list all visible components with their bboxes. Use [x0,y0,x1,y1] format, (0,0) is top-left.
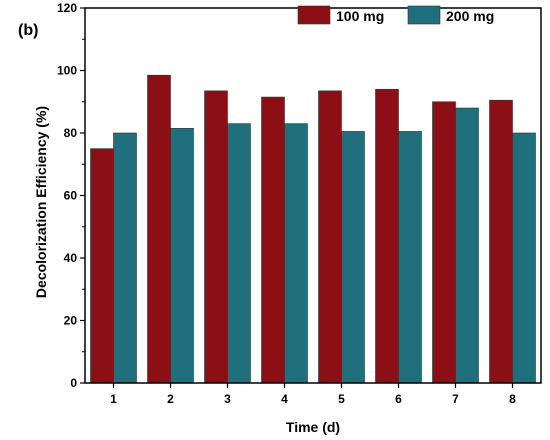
legend-label-200mg: 200 mg [446,8,494,24]
bar-200mg-day-6 [398,131,422,384]
bar-100mg-day-4 [261,96,285,384]
y-tick-label-60: 60 [64,189,78,203]
bar-100mg-day-7 [432,101,456,384]
y-tick-label-80: 80 [64,126,78,140]
bar-200mg-day-8 [512,132,536,384]
x-tick-label-7: 7 [452,392,459,406]
bar-100mg-day-1 [90,148,114,384]
x-tick-label-8: 8 [509,392,516,406]
x-tick-label-5: 5 [338,392,345,406]
y-tick-label-20: 20 [64,314,78,328]
legend: 100 mg 200 mg [297,5,494,25]
ticks-layer: 0 20 40 60 80 100 120 1 2 3 4 5 6 7 8 [57,1,516,406]
bar-200mg-day-1 [113,132,137,384]
bar-200mg-day-3 [227,123,251,384]
bar-100mg-day-8 [489,99,513,384]
y-tick-label-0: 0 [70,376,77,390]
bar-100mg-day-3 [204,90,228,384]
y-axis-title: Decolorization Efficiency (%) [33,106,49,298]
bar-200mg-day-5 [341,131,365,384]
y-tick-label-100: 100 [57,64,77,78]
bar-200mg-day-2 [170,128,194,384]
legend-swatch-200mg [407,5,441,25]
x-tick-label-2: 2 [167,392,174,406]
x-tick-label-1: 1 [110,392,117,406]
panel-label: (b) [18,22,38,39]
x-tick-label-3: 3 [224,392,231,406]
bar-100mg-day-5 [318,90,342,384]
y-tick-label-40: 40 [64,251,78,265]
y-tick-label-120: 120 [57,1,77,15]
x-tick-label-4: 4 [281,392,288,406]
bar-200mg-day-7 [455,107,479,384]
bar-100mg-day-2 [147,74,171,384]
legend-swatch-100mg [297,5,331,25]
x-axis-title: Time (d) [286,419,340,435]
bars-layer [90,74,536,384]
legend-label-100mg: 100 mg [336,8,384,24]
bar-100mg-day-6 [375,88,399,384]
bar-200mg-day-4 [284,123,308,384]
x-tick-label-6: 6 [395,392,402,406]
